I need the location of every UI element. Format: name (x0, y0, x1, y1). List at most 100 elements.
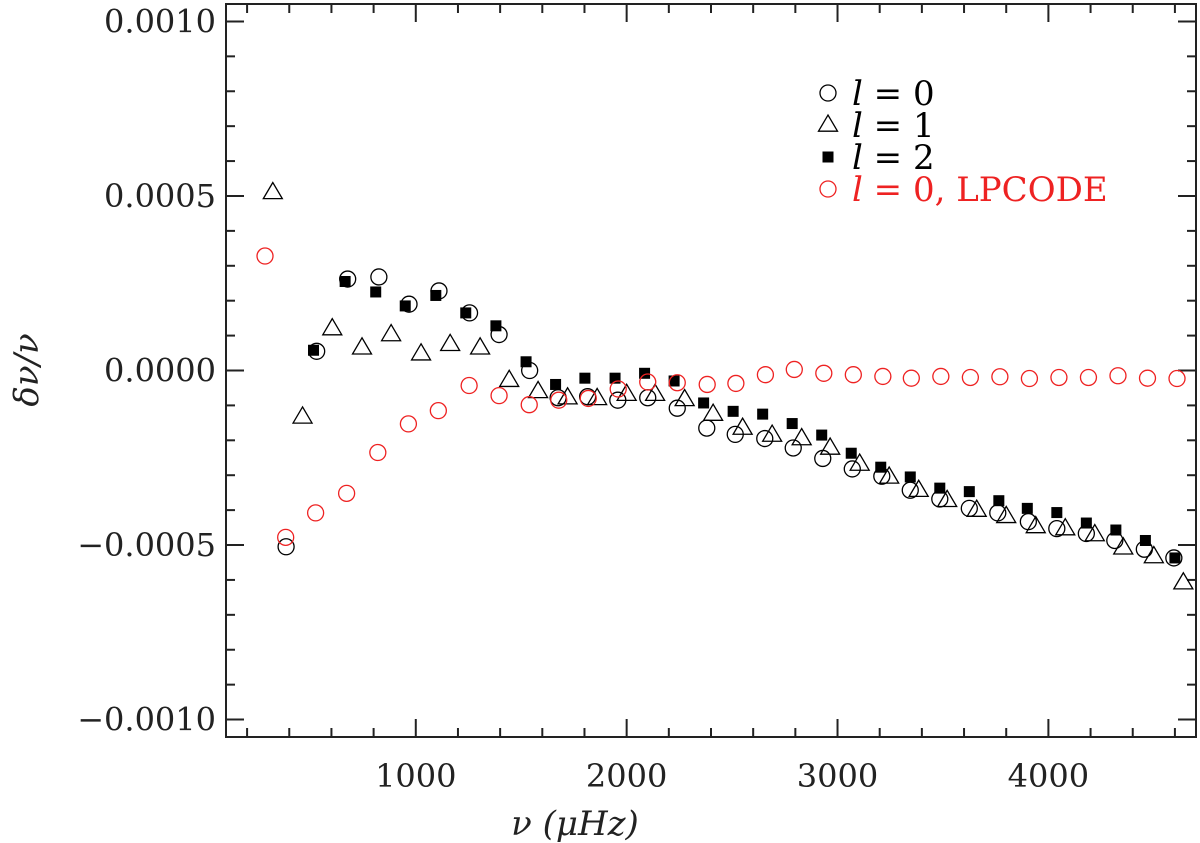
data-point (277, 538, 295, 556)
legend-label: l = 2 (852, 138, 935, 178)
data-point (966, 498, 988, 517)
legend-label: l = 1 (852, 106, 935, 146)
data-point (819, 436, 841, 455)
data-point (460, 307, 472, 319)
axis-ticks (226, 4, 1196, 737)
legend-marker (819, 180, 837, 198)
data-point (791, 427, 813, 446)
data-point (1169, 552, 1181, 564)
data-point (1020, 369, 1039, 388)
data-point (878, 465, 900, 484)
data-point (844, 366, 862, 384)
x-tick-labels: 1000 2000 3000 4000 (375, 757, 1089, 795)
data-point (843, 460, 861, 478)
data-point (1079, 368, 1098, 387)
data-point (306, 504, 325, 522)
data-point (698, 397, 710, 409)
data-point (934, 482, 946, 494)
data-point (1054, 517, 1076, 536)
data-point (874, 367, 892, 386)
data-point (410, 342, 432, 361)
data-point (1019, 512, 1038, 531)
data-point (989, 504, 1007, 522)
data-point (430, 289, 442, 301)
data-point (1112, 536, 1134, 555)
series-3 (308, 275, 1181, 564)
legend: l = 0l = 1l = 2l = 0, LPCODE (817, 74, 1108, 210)
data-point (1168, 369, 1186, 388)
data-point (520, 396, 538, 414)
data-point (339, 275, 351, 287)
x-tick-label: 1000 (375, 757, 456, 795)
y-axis-label: δν/ν (7, 333, 47, 406)
data-point (469, 336, 491, 355)
y-tick-label: 0.0005 (104, 177, 216, 215)
data-point (1109, 367, 1127, 385)
x-axis-label: ν (μHz) (511, 804, 639, 843)
data-point (993, 495, 1005, 507)
data-series (256, 181, 1194, 590)
data-point (639, 367, 651, 379)
data-point (761, 423, 783, 442)
legend-marker (822, 151, 834, 163)
data-point (556, 386, 579, 405)
data-point (370, 268, 388, 286)
data-point (668, 399, 686, 417)
data-point (991, 368, 1009, 386)
x-tick-label: 2000 (586, 757, 667, 795)
data-point (786, 418, 798, 430)
data-point (875, 461, 887, 473)
legend-marker (819, 84, 837, 102)
data-point (579, 372, 591, 384)
data-point (527, 380, 549, 399)
data-point (262, 181, 284, 200)
data-point (1138, 369, 1157, 387)
data-point (429, 401, 447, 420)
data-point (963, 486, 975, 498)
data-point (815, 364, 833, 382)
data-point (785, 360, 803, 379)
data-point (1025, 515, 1047, 534)
data-point (1143, 545, 1165, 564)
data-point (351, 336, 373, 355)
data-point (961, 368, 980, 387)
data-point (1165, 549, 1183, 567)
data-point (579, 389, 597, 408)
data-point (399, 415, 418, 433)
data-point (370, 286, 382, 298)
data-point (639, 373, 657, 391)
data-point (380, 323, 402, 342)
data-point (902, 369, 920, 387)
data-point (908, 478, 930, 498)
data-point (849, 452, 871, 471)
data-point (1110, 524, 1122, 536)
data-point (668, 375, 680, 387)
series-2 (262, 181, 1194, 590)
y-tick-label: −0.0005 (77, 526, 216, 564)
data-point (756, 366, 775, 384)
data-point (498, 369, 520, 388)
data-point (757, 408, 769, 420)
data-point (460, 376, 478, 395)
data-point (936, 489, 958, 508)
data-point (814, 449, 832, 468)
legend-label: l = 0 (852, 74, 935, 114)
plot-frame (225, 3, 1197, 738)
data-point (308, 344, 320, 356)
data-point (727, 405, 739, 417)
data-point (995, 505, 1017, 524)
series-4 (256, 247, 1186, 546)
y-tick-label: 0.0010 (104, 2, 216, 40)
plot-border (225, 3, 1197, 738)
data-point (727, 374, 745, 393)
data-point (698, 375, 716, 394)
y-tick-labels: 0.0010 0.0005 0.0000 −0.0005 −0.0010 (77, 2, 216, 738)
data-point (586, 387, 608, 406)
data-point (369, 443, 387, 462)
data-point (277, 528, 295, 546)
data-point (698, 419, 716, 437)
data-point (904, 471, 916, 483)
data-point (321, 317, 343, 336)
data-point (845, 447, 857, 459)
